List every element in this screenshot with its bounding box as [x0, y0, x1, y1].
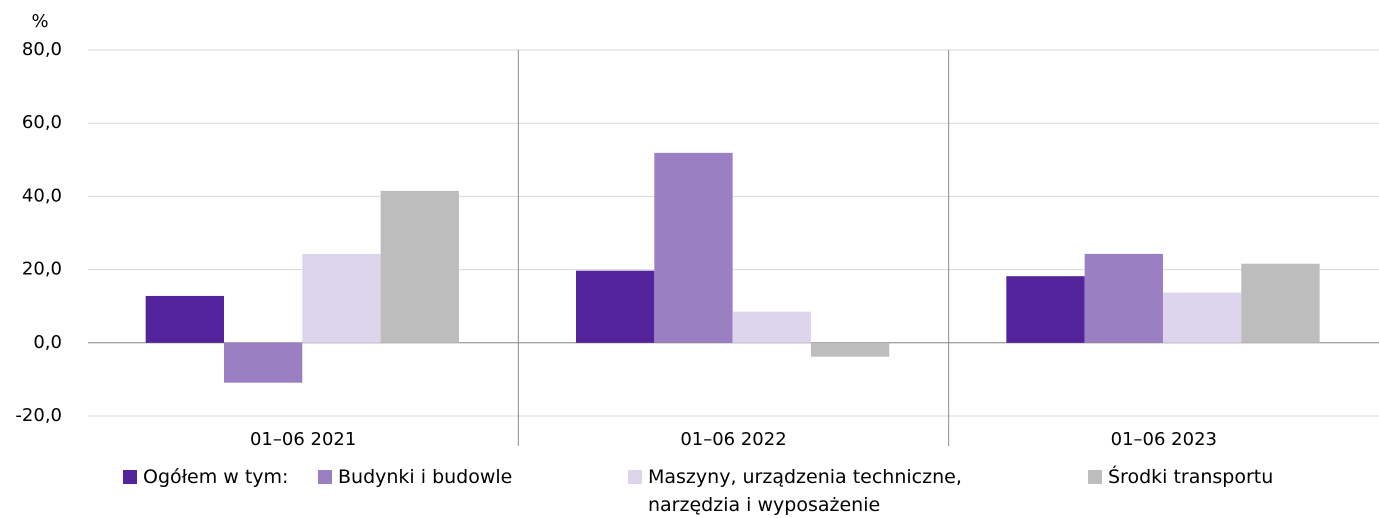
legend-label: Maszyny, urządzenia techniczne, narzędzi… [648, 466, 962, 516]
bar [380, 190, 459, 343]
x-tick-label: 01–06 2021 [250, 429, 356, 450]
legend-item: Ogółem w tym: [123, 463, 288, 491]
legend-swatch [628, 470, 642, 484]
x-tick-label: 01–06 2022 [680, 429, 786, 450]
bar [302, 253, 381, 343]
legend-item: Środki transportu [1088, 463, 1273, 491]
bar [223, 342, 303, 383]
bar [1162, 292, 1242, 343]
legend-swatch [318, 470, 332, 484]
legend-swatch [1088, 470, 1102, 484]
legend-label: Ogółem w tym: [143, 466, 289, 488]
bar [575, 270, 655, 343]
legend-item: Budynki i budowle [318, 463, 512, 491]
y-tick-label: 40,0 [22, 185, 62, 206]
y-unit: % [31, 11, 48, 32]
y-tick-label: -20,0 [15, 405, 62, 426]
x-tick-label: 01–06 2023 [1111, 429, 1217, 450]
y-tick-label: 20,0 [22, 259, 62, 280]
bar [1006, 276, 1085, 343]
bar [1084, 253, 1163, 343]
y-tick-label: 60,0 [22, 112, 62, 133]
legend-label: Budynki i budowle [338, 466, 513, 488]
bar [654, 152, 733, 343]
y-tick-label: 80,0 [22, 39, 62, 60]
legend-swatch [123, 470, 137, 484]
bar [732, 311, 811, 343]
legend-item: Maszyny, urządzenia techniczne, narzędzi… [628, 463, 998, 518]
bar [145, 295, 224, 343]
bar [810, 342, 890, 357]
bar [1241, 263, 1320, 343]
y-tick-label: 0,0 [33, 332, 62, 353]
legend-label: Środki transportu [1108, 466, 1274, 488]
